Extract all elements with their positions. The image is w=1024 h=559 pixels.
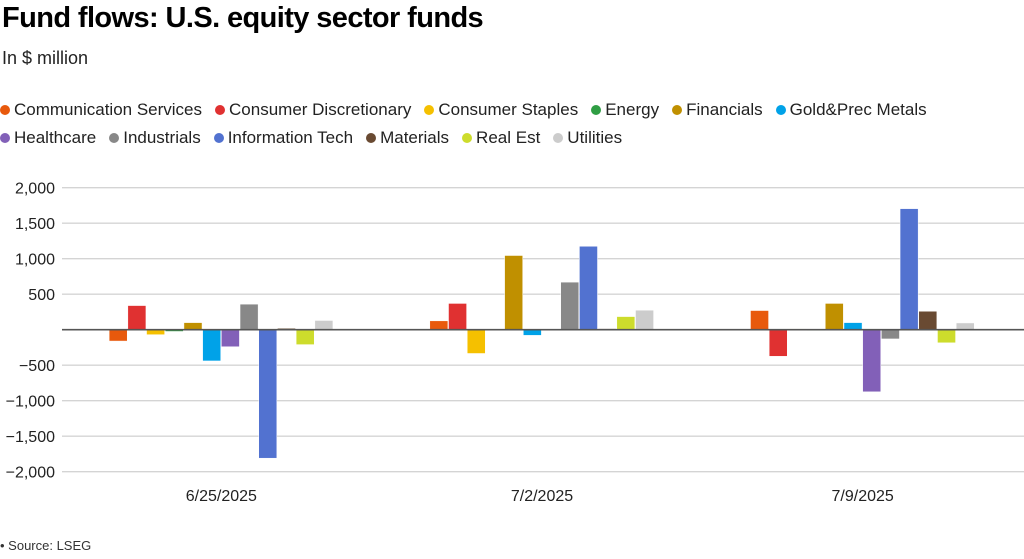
legend-swatch-icon [672, 105, 683, 115]
chart-title: Fund flows: U.S. equity sector funds [2, 2, 484, 34]
bar [750, 310, 769, 330]
bar [429, 320, 449, 330]
source-note: • Source: LSEG [0, 538, 92, 553]
legend: Communication Services Consumer Discretio… [0, 96, 1020, 152]
legend-swatch-icon [109, 133, 120, 143]
y-tick-label: 500 [28, 287, 55, 304]
legend-label: Financials [686, 100, 763, 119]
legend-item: Communication Services [0, 100, 202, 120]
chart-subtitle: In $ million [2, 48, 89, 68]
bar [881, 329, 900, 340]
bars [108, 208, 975, 459]
bar [918, 310, 938, 330]
legend-label: Healthcare [14, 128, 97, 147]
y-tick-label: −500 [19, 358, 55, 375]
legend-label: Utilities [567, 128, 623, 147]
legend-item: Information Tech [213, 128, 354, 148]
y-tick-label: −1,500 [6, 429, 55, 446]
gridlines [62, 187, 1024, 473]
bar [768, 329, 788, 357]
legend-swatch-icon [775, 105, 786, 115]
y-tick-label: 2,000 [15, 181, 55, 198]
legend-item: Industrials [109, 128, 201, 148]
legend-item: Utilities [553, 128, 622, 148]
y-tick-label: 1,000 [15, 252, 55, 269]
bar [579, 246, 598, 330]
legend-label: Gold&Prec Metals [789, 100, 927, 119]
legend-swatch-icon [215, 105, 226, 115]
y-tick-label: −1,000 [6, 394, 55, 411]
legend-item: Consumer Staples [424, 100, 578, 120]
legend-label: Real Est [476, 128, 541, 147]
bar [937, 329, 956, 344]
legend-swatch-icon [553, 133, 564, 143]
bar [202, 329, 221, 362]
legend-item: Gold&Prec Metals [775, 100, 927, 120]
bar [843, 322, 863, 330]
x-tick-label: 7/2/2025 [511, 488, 573, 505]
legend-swatch-icon [366, 133, 377, 143]
bar [221, 329, 240, 347]
bar [239, 303, 259, 330]
x-tick-label: 6/25/2025 [186, 488, 257, 505]
legend-item: Energy [591, 100, 659, 120]
legend-label: Industrials [123, 128, 201, 147]
legend-item: Financials [672, 100, 763, 120]
bar [560, 281, 580, 330]
legend-swatch-icon [0, 105, 10, 115]
legend-swatch-icon [462, 133, 473, 143]
bar [899, 208, 919, 330]
legend-swatch-icon [424, 105, 435, 115]
bar [127, 305, 147, 330]
legend-swatch-icon [0, 133, 10, 143]
legend-label: Materials [380, 128, 450, 147]
y-tick-label: 1,500 [15, 216, 55, 233]
bar [616, 316, 636, 330]
bar [183, 322, 203, 330]
bar [825, 303, 844, 330]
legend-item: Materials [366, 128, 449, 148]
bar [108, 329, 128, 342]
legend-item: Consumer Discretionary [215, 100, 411, 120]
y-axis-labels: 2,000 1,500 1,000 500 −500 −1,000 −1,500 −2,000 [6, 181, 55, 482]
legend-label: Consumer Staples [438, 100, 579, 119]
legend-label: Consumer Discretionary [229, 100, 412, 119]
bar [955, 322, 975, 330]
bar [635, 309, 654, 330]
bar-chart: 2,000 1,500 1,000 500 −500 −1,000 −1,500 −2,000… [6, 181, 1024, 505]
legend-swatch-icon [213, 133, 224, 143]
bar [466, 329, 486, 354]
x-axis-labels: 6/25/2025 7/2/2025 7/9/2025 [186, 488, 894, 505]
legend-swatch-icon [591, 105, 602, 115]
y-tick-label: −2,000 [6, 465, 55, 482]
legend-label: Energy [605, 100, 660, 119]
legend-label: Information Tech [227, 128, 354, 147]
legend-item: Healthcare [0, 128, 96, 148]
legend-label: Communication Services [14, 100, 203, 119]
bar [862, 329, 882, 393]
bar [504, 255, 523, 330]
bar [523, 329, 542, 336]
bar [448, 303, 467, 330]
bar [258, 329, 278, 459]
legend-item: Real Est [462, 128, 540, 148]
legend-row: Communication Services Consumer Discretio… [0, 96, 1020, 124]
bar [314, 320, 334, 330]
legend-row: Healthcare Industrials Information Tech Mat… [0, 124, 1020, 152]
x-tick-label: 7/9/2025 [832, 488, 894, 505]
bar [295, 329, 315, 345]
